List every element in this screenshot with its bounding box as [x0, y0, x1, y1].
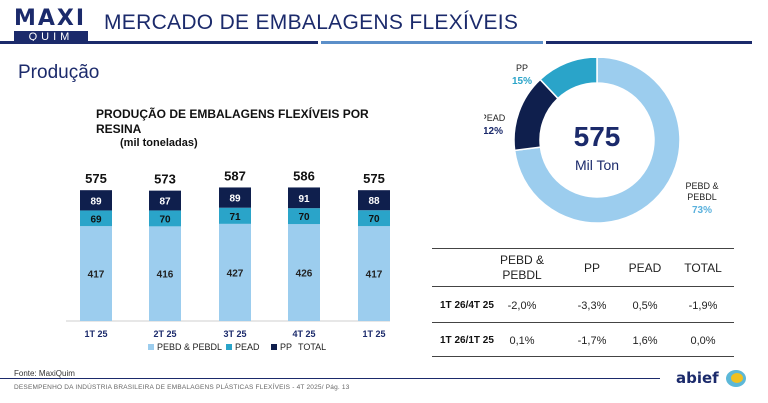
- bar-label-total: 587: [224, 168, 246, 183]
- bar-label-pebd: 416: [157, 270, 174, 281]
- table-header-text: TOTAL: [684, 261, 722, 275]
- chart-title: PRODUÇÃO DE EMBALAGENS FLEXÍVEIS POR RES…: [96, 107, 369, 136]
- table-header-cell: PEBD & PEBDL: [487, 253, 557, 283]
- bar-pp: [219, 187, 251, 208]
- donut-label-pp-pct: 15%: [512, 76, 532, 87]
- table-header-rule: [432, 286, 734, 287]
- legend-label: PEBD & PEBDL: [157, 342, 222, 352]
- donut-center-label: Mil Ton: [575, 157, 619, 173]
- header-divider-right: [546, 41, 752, 44]
- bar-pead: [149, 210, 181, 227]
- logo-text-top: MAXI: [14, 6, 87, 31]
- table-cell: 0,5%: [632, 300, 658, 312]
- table-header-cell: TOTAL: [668, 261, 738, 276]
- table-cell: 1,6%: [632, 335, 658, 347]
- bar-label-pebd: 427: [227, 268, 244, 279]
- table-header-cell: PP: [557, 261, 627, 276]
- donut-chart: 575 Mil Ton PP 15% PEAD 12% PEBD &PEBDL 73%: [484, 58, 719, 224]
- abief-logo-text: abief: [676, 369, 719, 387]
- legend-label: PEAD: [235, 342, 260, 352]
- donut-label-pead-pct: 12%: [484, 126, 503, 137]
- bar-label-pebd: 417: [88, 270, 105, 281]
- bar-pebd: [358, 226, 390, 321]
- table-header-text: PEBD &: [499, 253, 544, 267]
- logo-text-bottom: QUIM: [14, 31, 88, 44]
- donut-center-value: 575: [574, 121, 621, 152]
- bar-pp: [80, 190, 112, 211]
- bar-label-total: 575: [363, 171, 385, 186]
- bar-pp: [288, 187, 320, 209]
- legend-swatch: [148, 344, 154, 350]
- table-cell: -3,3%: [577, 300, 607, 312]
- x-tick-label: 4T 25: [292, 329, 315, 339]
- legend-swatch: [271, 344, 277, 350]
- bar-label-pead: 70: [368, 214, 380, 225]
- bar-label-pead: 70: [159, 214, 171, 225]
- table-row-label: 1T 26/4T 25: [440, 300, 494, 311]
- bar-pebd: [219, 223, 251, 321]
- bar-label-pead: 70: [298, 212, 310, 223]
- bar-pebd: [80, 226, 112, 321]
- table-header-cell: PEAD: [610, 261, 680, 276]
- bar-pp: [358, 190, 390, 211]
- bar-pead: [219, 207, 251, 224]
- footer-divider: [0, 378, 660, 379]
- chart-subtitle: (mil toneladas): [120, 137, 198, 149]
- bar-pead: [288, 208, 320, 225]
- table-cell: 0,0%: [690, 335, 716, 347]
- header-divider-accent: [321, 41, 543, 44]
- header-divider: [0, 41, 318, 44]
- x-tick-label: 2T 25: [153, 329, 176, 339]
- bar-label-pp: 88: [368, 196, 380, 207]
- bar-label-pp: 89: [90, 196, 102, 207]
- page-title: MERCADO DE EMBALAGENS FLEXÍVEIS: [104, 11, 519, 34]
- bar-pp: [149, 190, 181, 211]
- legend-swatch: [226, 344, 232, 350]
- table-header-text: PP: [583, 261, 600, 275]
- x-tick-label: 3T 25: [223, 329, 246, 339]
- bar-label-pp: 87: [159, 197, 171, 208]
- donut-slice-pebd-pebdl: [513, 58, 681, 224]
- table-cell: 0,1%: [509, 335, 535, 347]
- bar-label-total: 586: [293, 168, 315, 183]
- bar-label-pebd: 417: [366, 270, 383, 281]
- table-cell: -1,9%: [688, 300, 718, 312]
- footer-text: DESEMPENHO DA INDÚSTRIA BRASILEIRA DE EM…: [14, 384, 350, 391]
- donut-label-pebd: PEBD &: [685, 181, 718, 191]
- source-note: Fonte: MaxiQuim: [14, 369, 75, 378]
- maxiquim-logo: MAXI QUIM: [14, 8, 88, 44]
- section-title: Produção: [18, 62, 100, 83]
- bar-label-pp: 89: [229, 194, 241, 205]
- globe-highlight-icon: [731, 373, 743, 383]
- x-tick-label: 1T 25: [362, 329, 385, 339]
- abief-logo: abief: [676, 367, 750, 391]
- table-cell: -1,7%: [577, 335, 607, 347]
- donut-label-pebd-pct: 73%: [692, 205, 712, 216]
- table-cell: -2,0%: [507, 300, 537, 312]
- bar-label-pp: 91: [298, 194, 310, 205]
- bar-pead: [358, 210, 390, 227]
- donut-label-pead: PEAD: [484, 113, 506, 123]
- bar-label-pead: 69: [90, 214, 102, 225]
- table-row-label: 1T 26/1T 25: [440, 335, 494, 346]
- legend-label: PP: [280, 342, 292, 352]
- bar-label-pead: 71: [229, 212, 241, 223]
- donut-slice-pead: [539, 58, 598, 100]
- table-header-text: PEBDL: [502, 268, 542, 282]
- donut-label-pebd-2: PEBDL: [687, 192, 717, 202]
- table-top-rule: [432, 248, 734, 249]
- donut-label-pp: PP: [516, 63, 528, 73]
- bar-pebd: [288, 224, 320, 321]
- bar-label-pebd: 426: [296, 269, 313, 280]
- bar-pebd: [149, 226, 181, 321]
- bar-pead: [80, 210, 112, 227]
- bar-label-total: 575: [85, 171, 107, 186]
- table-row-rule: [432, 322, 734, 323]
- table-bottom-rule: [432, 356, 734, 357]
- legend-label: TOTAL: [298, 342, 326, 352]
- stacked-bar-chart: 417 69 89 575 1T 25 416 70 87 573 2T 25 427 71 89 587…: [66, 168, 390, 352]
- table-header-text: PEAD: [628, 261, 662, 275]
- x-tick-label: 1T 25: [84, 329, 107, 339]
- bar-label-total: 573: [154, 172, 176, 187]
